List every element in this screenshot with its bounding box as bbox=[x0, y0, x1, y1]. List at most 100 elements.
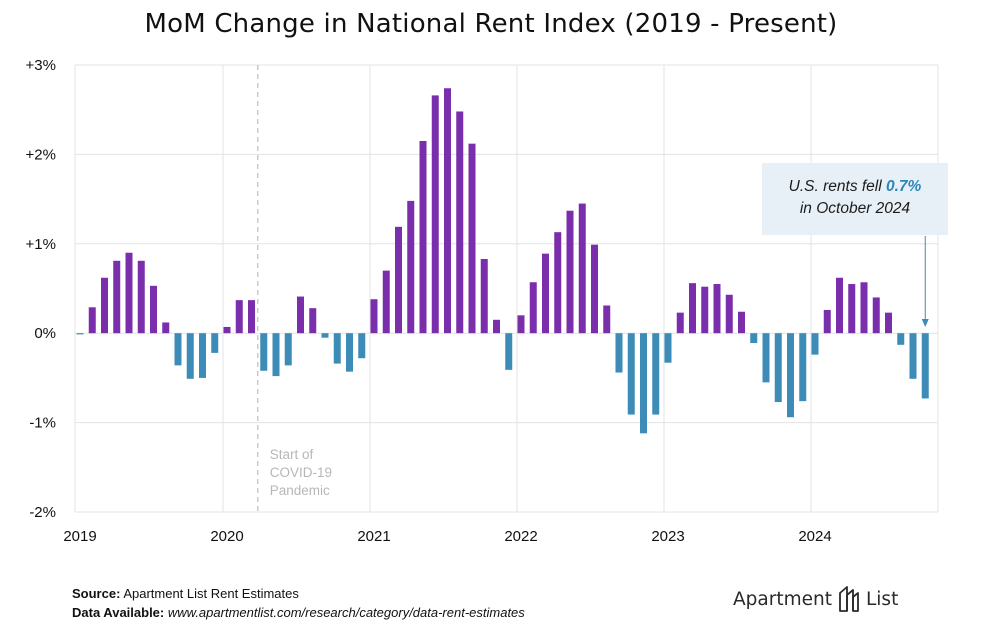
bar bbox=[199, 333, 206, 378]
y-tick-label: -1% bbox=[29, 415, 56, 432]
bar bbox=[603, 305, 611, 334]
callout-box: U.S. rents fell 0.7% in October 2024 bbox=[762, 163, 948, 235]
bar bbox=[885, 312, 892, 334]
bar bbox=[652, 333, 660, 415]
x-tick-label: 2019 bbox=[63, 528, 96, 545]
bar bbox=[664, 333, 672, 363]
callout-suffix: in October 2024 bbox=[799, 200, 911, 217]
bar bbox=[921, 333, 929, 399]
bar bbox=[382, 270, 390, 334]
bar bbox=[554, 232, 562, 334]
source-label: Source: bbox=[72, 586, 121, 601]
apartment-list-logo: Apartment List bbox=[733, 584, 898, 614]
covid-marker-text: Pandemic bbox=[270, 483, 330, 498]
bar bbox=[297, 296, 304, 334]
bar bbox=[419, 140, 427, 334]
bar bbox=[517, 315, 525, 334]
bar bbox=[897, 333, 905, 345]
bar bbox=[640, 333, 647, 434]
bar bbox=[456, 111, 464, 334]
bar bbox=[750, 333, 758, 344]
logo-text-left: Apartment bbox=[733, 588, 832, 610]
bar bbox=[493, 319, 500, 334]
bar bbox=[836, 277, 843, 334]
axes: +3% +2% +1% 0% -1% -2% 2019 2020 2021 2022 2023 202… bbox=[26, 57, 832, 545]
bar bbox=[787, 333, 794, 418]
callout-arrow-head bbox=[921, 319, 929, 327]
bar bbox=[137, 260, 145, 334]
source-line: Source: Apartment List Rent Estimates bbox=[72, 584, 525, 603]
chart-title: MoM Change in National Rent Index (2019 … bbox=[144, 9, 838, 39]
bar bbox=[823, 309, 831, 334]
bar bbox=[284, 333, 292, 366]
footer: Source: Apartment List Rent Estimates Da… bbox=[72, 584, 525, 622]
bar bbox=[395, 226, 402, 334]
bar bbox=[762, 333, 770, 383]
bar bbox=[542, 253, 549, 334]
bar bbox=[444, 88, 451, 334]
bar bbox=[529, 282, 537, 334]
bar bbox=[174, 333, 182, 366]
x-tick-label: 2022 bbox=[504, 528, 537, 545]
bar bbox=[88, 307, 96, 334]
bar bbox=[358, 333, 366, 359]
bar bbox=[321, 333, 329, 338]
bar bbox=[566, 210, 574, 334]
annotations: Start of COVID-19 Pandemic bbox=[257, 65, 929, 512]
x-tick-label: 2024 bbox=[798, 528, 831, 545]
bar bbox=[480, 258, 488, 334]
callout-value: 0.7% bbox=[886, 178, 922, 195]
x-tick-label: 2021 bbox=[357, 528, 390, 545]
bar bbox=[260, 333, 268, 371]
bar bbox=[370, 299, 378, 334]
bar bbox=[272, 333, 280, 377]
x-tick-label: 2020 bbox=[210, 528, 243, 545]
bar bbox=[872, 297, 880, 334]
bar bbox=[676, 312, 684, 334]
bar bbox=[860, 282, 868, 334]
bar bbox=[909, 333, 917, 379]
bars bbox=[76, 88, 929, 434]
building-icon bbox=[839, 586, 859, 612]
bar bbox=[407, 200, 415, 334]
bar bbox=[689, 283, 696, 334]
bar bbox=[615, 333, 623, 373]
bar bbox=[113, 260, 121, 334]
bar bbox=[346, 333, 353, 372]
bar bbox=[713, 284, 721, 334]
x-tick-label: 2023 bbox=[651, 528, 684, 545]
callout-prefix: U.S. rents fell bbox=[788, 178, 882, 195]
bar bbox=[150, 285, 157, 334]
bar bbox=[431, 95, 439, 334]
bar bbox=[76, 333, 84, 335]
bar bbox=[578, 203, 586, 334]
y-tick-label: 0% bbox=[34, 325, 56, 342]
covid-marker-text: COVID-19 bbox=[270, 465, 332, 480]
bar bbox=[125, 252, 133, 334]
data-url: www.apartmentlist.com/research/category/… bbox=[167, 605, 525, 620]
bar bbox=[186, 333, 194, 379]
bar bbox=[101, 277, 108, 334]
data-label: Data Available: bbox=[72, 605, 165, 620]
covid-marker-text: Start of bbox=[270, 447, 314, 462]
bar bbox=[333, 333, 341, 364]
bar bbox=[235, 300, 243, 334]
logo-text-right: List bbox=[865, 588, 899, 610]
bar bbox=[738, 311, 745, 334]
bar bbox=[701, 286, 709, 334]
bar bbox=[505, 333, 513, 370]
bar bbox=[774, 333, 782, 403]
bar bbox=[725, 294, 733, 334]
gridlines bbox=[74, 64, 939, 513]
bar bbox=[248, 300, 255, 334]
bar bbox=[309, 308, 317, 334]
source-text: Apartment List Rent Estimates bbox=[123, 586, 299, 601]
bar bbox=[211, 333, 219, 353]
y-tick-label: +2% bbox=[26, 146, 56, 163]
bar bbox=[591, 244, 598, 334]
bar bbox=[799, 333, 807, 402]
bar bbox=[162, 322, 170, 334]
y-tick-label: +3% bbox=[26, 57, 56, 74]
data-line: Data Available: www.apartmentlist.com/re… bbox=[72, 603, 525, 622]
bar bbox=[848, 284, 856, 334]
